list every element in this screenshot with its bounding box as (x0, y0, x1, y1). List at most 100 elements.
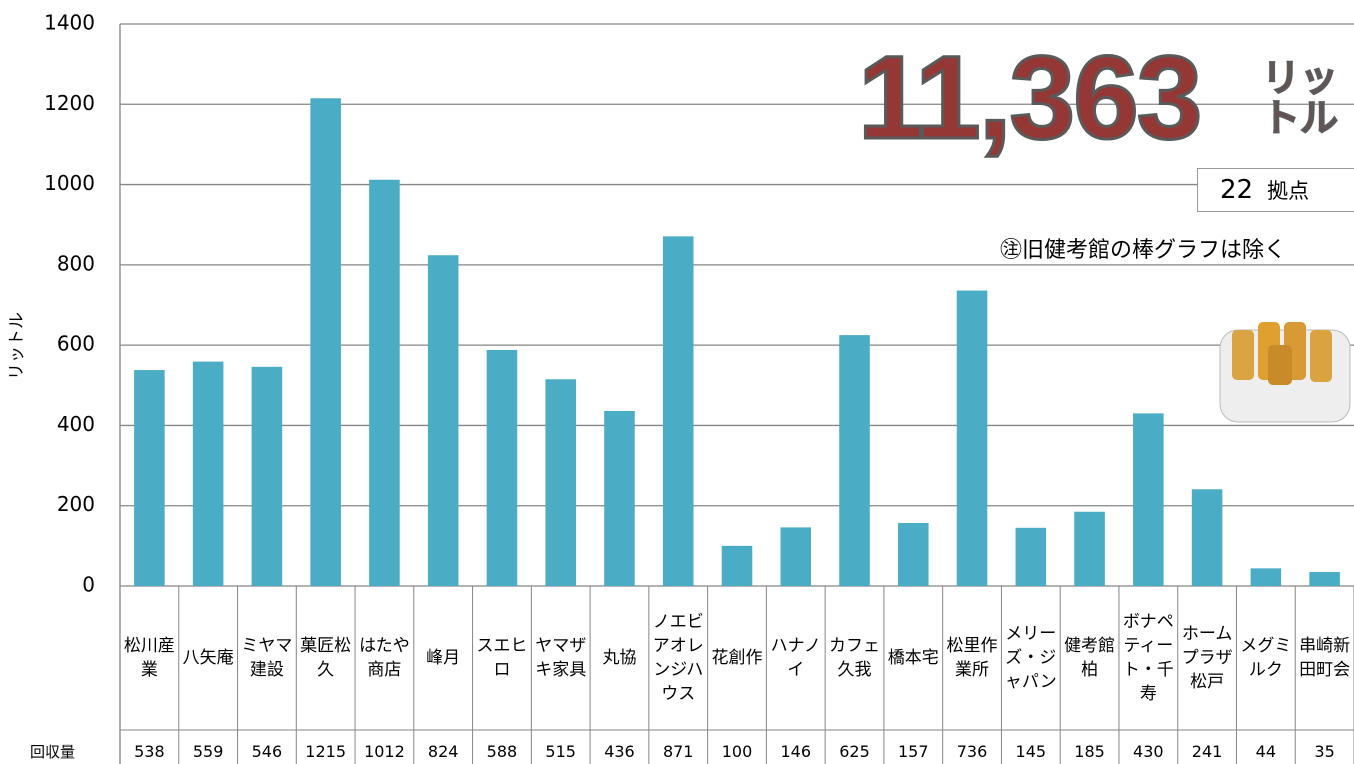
table-value: 44 (1236, 742, 1295, 761)
x-tick-label: 松里作業所 (943, 588, 1002, 728)
table-value: 559 (179, 742, 238, 761)
x-tick-label: 花創作 (708, 588, 767, 728)
x-tick-label: カフェ久我 (825, 588, 884, 728)
category-name: 松里作業所 (946, 634, 998, 682)
x-tick-label: ヤマザキ家具 (531, 588, 590, 728)
table-value: 146 (766, 742, 825, 761)
x-tick-label: はたや商店 (355, 588, 414, 728)
bar (604, 411, 635, 586)
x-tick-label: スエヒロ (473, 588, 532, 728)
x-tick-label: 丸協 (590, 588, 649, 728)
category-name: メグミルク (1240, 634, 1292, 682)
table-value: 538 (120, 742, 179, 761)
x-tick-label: 橋本宅 (884, 588, 943, 728)
category-name: メリーズ・ジャパン (1005, 622, 1057, 694)
category-name: 菓匠松久 (300, 634, 352, 682)
x-tick-label: ノエビアオレンジハウス (649, 588, 708, 728)
category-name: ノエビアオレンジハウス (652, 610, 704, 706)
table-value: 157 (884, 742, 943, 761)
table-value: 515 (531, 742, 590, 761)
table-value: 546 (238, 742, 297, 761)
bar (487, 350, 518, 586)
category-name: ボナペティート・千寿 (1122, 610, 1174, 706)
category-name: 橋本宅 (887, 646, 939, 670)
category-name: ヤマザキ家具 (535, 634, 587, 682)
x-tick-label: 八矢庵 (179, 588, 238, 728)
category-name: 花創作 (711, 646, 763, 670)
note: ㊟旧健考館の棒グラフは除く (1000, 232, 1286, 264)
table-value: 824 (414, 742, 473, 761)
category-name: 串崎新田町会 (1299, 634, 1351, 682)
table-value: 100 (708, 742, 767, 761)
bar (310, 98, 341, 586)
bar (428, 255, 459, 586)
x-tick-label: ホームプラザ松戸 (1178, 588, 1237, 728)
category-name: ホームプラザ松戸 (1181, 622, 1233, 694)
bar (545, 379, 576, 586)
x-tick-label: 峰月 (414, 588, 473, 728)
table-value: 1215 (296, 742, 355, 761)
category-name: 丸協 (593, 646, 645, 670)
bar (839, 335, 870, 586)
y-tick-label: 200 (57, 492, 95, 516)
y-axis-title: リットル (2, 312, 27, 380)
category-name: ミヤマ建設 (241, 634, 293, 682)
page: 0200400600800100012001400 11,363 リットル 22… (0, 0, 1354, 764)
y-tick-label: 0 (82, 573, 95, 597)
x-tick-label: 菓匠松久 (296, 588, 355, 728)
table-value: 588 (473, 742, 532, 761)
table-value: 241 (1178, 742, 1237, 761)
bar (1251, 568, 1282, 586)
table-value: 736 (943, 742, 1002, 761)
category-name: はたや商店 (358, 634, 410, 682)
category-name: カフェ久我 (829, 634, 881, 682)
bar (193, 362, 224, 586)
y-tick-label: 1400 (44, 11, 95, 35)
bar (1074, 512, 1105, 586)
x-tick-label: ミヤマ建設 (238, 588, 297, 728)
bar (1133, 413, 1164, 586)
category-name: 健考館柏 (1064, 634, 1116, 682)
bar (1192, 489, 1223, 586)
total-unit: リットル (1262, 58, 1346, 138)
table-value: 871 (649, 742, 708, 761)
sites-count: 22 (1220, 175, 1253, 205)
bar (957, 291, 988, 586)
row-label: 回収量 (30, 741, 75, 762)
bar (369, 180, 400, 586)
category-name: 松川産業 (123, 634, 175, 682)
x-tick-label: メリーズ・ジャパン (1001, 588, 1060, 728)
table-value: 436 (590, 742, 649, 761)
bar (1016, 528, 1047, 586)
y-tick-label: 1000 (44, 171, 95, 195)
bar (722, 546, 753, 586)
bar (663, 236, 694, 586)
sites-box: 22 拠点 (1197, 168, 1354, 212)
x-tick-label: ボナペティート・千寿 (1119, 588, 1178, 728)
bar (898, 523, 929, 586)
table-value: 35 (1295, 742, 1354, 761)
y-tick-label: 1200 (44, 91, 95, 115)
y-tick-label: 600 (57, 332, 95, 356)
x-tick-label: 串崎新田町会 (1295, 588, 1354, 728)
sites-unit: 拠点 (1267, 175, 1309, 205)
category-name: 八矢庵 (182, 646, 234, 670)
category-name: スエヒロ (476, 634, 528, 682)
y-tick-label: 800 (57, 251, 95, 275)
y-tick-label: 400 (57, 412, 95, 436)
x-tick-label: 健考館柏 (1060, 588, 1119, 728)
bar (1309, 572, 1340, 586)
table-value: 185 (1060, 742, 1119, 761)
category-name: ハナノイ (770, 634, 822, 682)
x-tick-label: ハナノイ (766, 588, 825, 728)
x-tick-label: 松川産業 (120, 588, 179, 728)
table-value: 625 (825, 742, 884, 761)
bar (134, 370, 165, 586)
bar (252, 367, 283, 586)
table-value: 145 (1001, 742, 1060, 761)
bottles-photo (1220, 322, 1350, 422)
table-value: 1012 (355, 742, 414, 761)
table-value: 430 (1119, 742, 1178, 761)
x-tick-label: メグミルク (1236, 588, 1295, 728)
bar (780, 527, 811, 586)
